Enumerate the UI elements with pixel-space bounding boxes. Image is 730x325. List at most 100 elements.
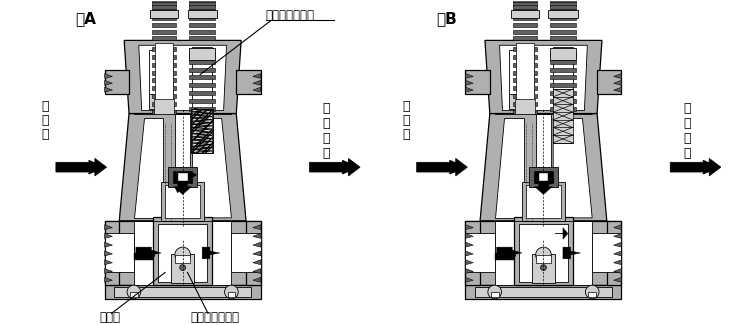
Bar [154,99,174,113]
Bar [104,233,134,272]
Polygon shape [555,227,568,239]
Polygon shape [194,125,210,131]
Polygon shape [485,40,602,113]
Bar [513,16,537,20]
Bar [550,9,576,13]
Bar [513,55,537,59]
Polygon shape [237,70,261,94]
Bar [153,94,176,98]
Bar [513,71,537,74]
Polygon shape [104,221,261,285]
Polygon shape [614,73,621,78]
Polygon shape [104,87,112,92]
Bar [190,2,215,6]
Bar [178,173,188,181]
Circle shape [585,285,599,299]
Polygon shape [253,242,261,247]
Text: シ
リ
ン
ダ: シ リ ン ダ [683,102,691,161]
Bar [190,91,215,95]
Bar [522,182,565,221]
Bar [190,99,215,103]
Bar [513,63,537,67]
Bar [161,182,204,221]
Bar [153,30,176,33]
Circle shape [540,265,546,270]
Polygon shape [104,80,112,85]
Bar [190,0,215,2]
Bar [553,47,573,111]
Polygon shape [104,268,112,273]
Polygon shape [597,70,621,94]
Bar [515,99,534,113]
Polygon shape [193,118,231,218]
Bar [130,292,138,297]
Text: シ
リ
ン
ダ: シ リ ン ダ [322,102,329,161]
Bar [155,43,173,113]
Bar [171,254,194,283]
Bar [153,36,176,40]
Bar [158,224,207,282]
Bar [168,167,197,187]
Bar [191,109,213,152]
Polygon shape [194,114,210,120]
Bar [153,110,176,113]
Bar [550,23,576,27]
Polygon shape [466,87,473,92]
Bar [588,292,596,297]
Text: 図A: 図A [75,11,96,26]
Polygon shape [253,73,261,78]
Circle shape [225,285,238,299]
Bar [190,60,215,64]
Bar [536,113,551,221]
Text: 図B: 図B [437,11,457,26]
Polygon shape [253,277,261,282]
Bar [153,16,176,20]
Polygon shape [136,247,161,259]
Bar [153,0,176,2]
Polygon shape [104,233,112,238]
Bar [513,30,537,33]
Polygon shape [496,247,522,259]
Bar [153,47,176,51]
Bar [539,173,548,181]
Bar [513,0,537,2]
Bar [531,254,555,283]
Polygon shape [104,260,112,265]
Polygon shape [466,242,473,247]
Bar [153,63,176,67]
Bar [153,217,212,285]
Polygon shape [174,179,191,194]
Polygon shape [614,80,621,85]
Text: バルブ: バルブ [100,311,120,324]
Bar [175,113,191,221]
Bar [190,52,215,56]
Bar [550,36,576,40]
Bar [513,102,537,106]
Polygon shape [134,253,153,260]
Bar [190,107,215,111]
Bar [519,224,568,282]
Bar [513,86,537,90]
Polygon shape [194,136,210,142]
Polygon shape [104,251,112,256]
Bar [104,285,261,299]
Polygon shape [104,277,112,282]
Circle shape [488,285,502,299]
Bar [513,94,537,98]
Bar [550,68,576,72]
Bar [228,292,235,297]
Bar [550,83,576,87]
Bar [148,94,173,109]
Polygon shape [253,225,261,229]
Polygon shape [466,277,473,282]
Polygon shape [104,225,112,229]
Bar [148,50,173,94]
Bar [153,2,176,6]
Text: チェックバルブ: チェックバルブ [191,311,239,324]
Bar [550,75,576,79]
Polygon shape [194,142,210,147]
Bar [513,78,537,82]
Polygon shape [202,247,220,259]
Bar [526,185,561,218]
Polygon shape [466,221,480,285]
